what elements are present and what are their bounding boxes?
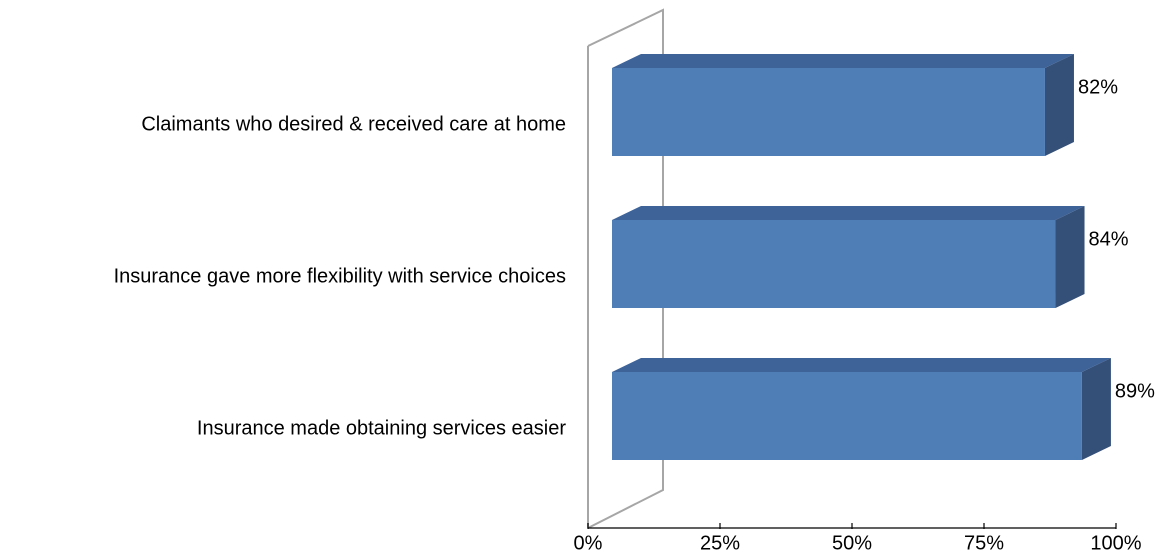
category-label: Insurance gave more flexibility with ser…: [114, 265, 566, 287]
data-label: 89%: [1115, 380, 1155, 402]
bar-side-face: [1081, 358, 1111, 460]
bar-side-face: [1055, 206, 1085, 308]
category-labels: Claimants who desired & received care at…: [114, 113, 567, 439]
x-tick-label: 0%: [574, 532, 603, 550]
data-label: 84%: [1089, 228, 1129, 250]
x-tick-label: 100%: [1090, 532, 1141, 550]
bar: [612, 220, 1056, 308]
bars-group: [612, 54, 1111, 460]
data-labels: 82% 84% 89%: [1078, 76, 1155, 402]
x-tick-label: 75%: [964, 532, 1004, 550]
data-label: 82%: [1078, 76, 1118, 98]
category-label: Claimants who desired & received care at…: [141, 113, 566, 135]
category-label: Insurance made obtaining services easier: [197, 417, 566, 439]
bar: [612, 68, 1045, 156]
x-tick-label: 25%: [700, 532, 740, 550]
x-axis: 0% 25% 50% 75% 100%: [574, 523, 1142, 550]
bar-top-face: [612, 206, 1085, 220]
bar-top-face: [612, 54, 1074, 68]
x-tick-label: 50%: [832, 532, 872, 550]
bar-side-face: [1044, 54, 1074, 156]
bar: [612, 372, 1082, 460]
bar-top-face: [612, 358, 1111, 372]
